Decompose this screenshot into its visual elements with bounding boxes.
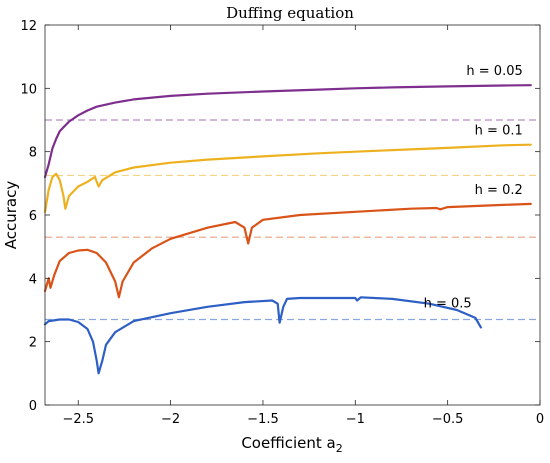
y-axis-label: Accuracy bbox=[2, 181, 20, 250]
y-tick-label: 0 bbox=[29, 399, 37, 414]
x-axis-label-main: Coefficient a bbox=[241, 434, 335, 452]
x-axis-ticks: −2.5 −2 −1.5 −1 −0.5 0 bbox=[62, 25, 544, 427]
series-label: h = 0.2 bbox=[475, 183, 523, 198]
y-tick-label: 10 bbox=[20, 82, 37, 97]
x-tick-label: −2 bbox=[161, 412, 180, 427]
series-line bbox=[43, 296, 482, 375]
series-labels: h = 0.05 h = 0.1 h = 0.2 h = 0.5 bbox=[424, 64, 523, 311]
x-axis-label: Coefficient a2 bbox=[241, 434, 342, 455]
y-tick-label: 6 bbox=[29, 209, 37, 224]
series-line bbox=[43, 84, 532, 179]
series-layer bbox=[43, 84, 532, 375]
x-tick-label: −0.5 bbox=[432, 412, 464, 427]
y-tick-label: 12 bbox=[20, 19, 37, 34]
series-label: h = 0.1 bbox=[475, 124, 523, 139]
x-tick-label: −1 bbox=[346, 412, 365, 427]
y-tick-label: 4 bbox=[29, 272, 37, 287]
reference-lines bbox=[45, 119, 540, 321]
series-line bbox=[43, 143, 532, 213]
series-line bbox=[43, 202, 532, 299]
x-axis-label-subscript: 2 bbox=[336, 442, 343, 455]
x-tick-label: −2.5 bbox=[62, 412, 94, 427]
x-tick-label: −1.5 bbox=[247, 412, 279, 427]
chart-title: Duffing equation bbox=[226, 4, 354, 22]
y-tick-label: 2 bbox=[29, 336, 37, 351]
x-tick-label: 0 bbox=[536, 412, 544, 427]
y-tick-label: 8 bbox=[29, 146, 37, 161]
y-axis-ticks: 0 2 4 6 8 10 12 bbox=[20, 19, 540, 414]
series-label: h = 0.5 bbox=[424, 296, 472, 311]
series-label: h = 0.05 bbox=[466, 64, 522, 79]
